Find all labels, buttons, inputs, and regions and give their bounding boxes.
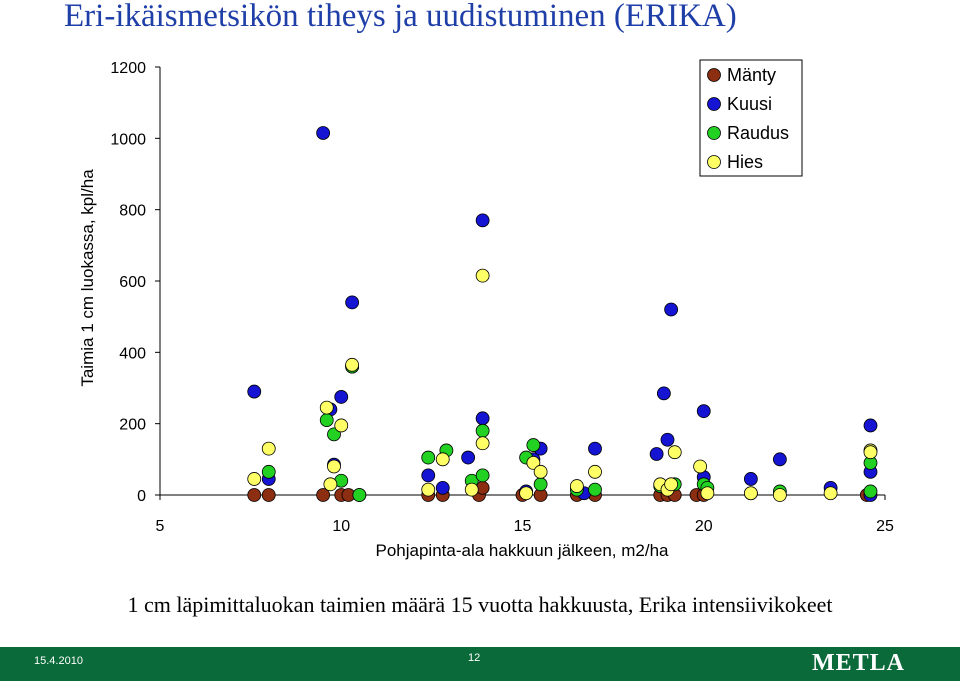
data-point <box>319 400 334 415</box>
data-point <box>334 390 349 404</box>
data-point <box>475 423 490 438</box>
data-point <box>664 477 679 492</box>
y-axis-label: Taimia 1 cm luokassa, kpl/ha <box>78 169 97 387</box>
data-point <box>421 482 436 497</box>
data-point <box>421 468 436 483</box>
data-point <box>863 484 878 499</box>
y-tick-label: 400 <box>119 345 146 362</box>
data-point <box>569 479 584 493</box>
data-point <box>526 455 541 470</box>
data-point <box>526 438 541 452</box>
data-point <box>743 472 758 486</box>
data-point <box>475 411 490 426</box>
x-tick-label: 20 <box>695 518 713 535</box>
data-point <box>316 126 331 140</box>
data-point <box>667 445 682 460</box>
data-point <box>475 213 490 228</box>
y-tick-label: 1200 <box>110 60 146 77</box>
x-axis-label: Pohjapinta-ala hakkuun jälkeen, m2/ha <box>376 541 670 560</box>
scatter-chart: 0 200 400 600 800 1000 1200 5 10 15 20 25 Taimia 1… <box>78 59 894 560</box>
data-point <box>700 486 715 501</box>
data-point <box>247 472 262 486</box>
data-point <box>588 441 602 456</box>
footer-bar: 15.4.2010 12 METLA <box>0 647 960 681</box>
legend-marker <box>707 126 721 140</box>
data-point <box>334 418 349 433</box>
data-point <box>435 480 450 495</box>
legend-label: Raudus <box>727 123 789 143</box>
y-tick-label: 0 <box>137 488 146 505</box>
legend-marker <box>707 97 721 111</box>
series-hies <box>247 268 878 502</box>
data-point <box>435 452 450 467</box>
page-title: Eri-ikäismetsikön tiheys ja uudistuminen… <box>64 0 737 34</box>
x-tick-label: 15 <box>514 518 532 535</box>
metla-logo: METLA <box>812 650 906 676</box>
y-tick-label: 600 <box>119 274 146 291</box>
data-point <box>316 488 331 502</box>
data-point <box>649 447 664 461</box>
data-point <box>475 468 490 483</box>
x-tick-label: 10 <box>332 518 350 535</box>
data-point <box>323 477 338 492</box>
y-ticks: 0 200 400 600 800 1000 1200 <box>110 60 160 505</box>
x-tick-label: 5 <box>156 518 165 535</box>
data-point <box>693 459 708 474</box>
series-kuusi <box>247 126 878 502</box>
data-point <box>421 450 436 465</box>
data-points <box>247 126 878 502</box>
data-point <box>352 488 367 502</box>
y-tick-label: 800 <box>119 203 146 220</box>
legend: Mänty Kuusi Raudus Hies <box>699 59 803 177</box>
data-point <box>261 441 276 456</box>
footer-date: 15.4.2010 <box>34 655 83 667</box>
data-point <box>261 464 276 479</box>
legend-marker <box>707 68 721 82</box>
data-point <box>823 486 838 501</box>
data-point <box>345 357 360 372</box>
data-point <box>475 268 490 283</box>
x-ticks: 5 10 15 20 25 <box>156 495 894 535</box>
data-point <box>475 436 490 451</box>
data-point <box>327 427 341 442</box>
data-point <box>247 384 262 399</box>
footer-page-number: 12 <box>468 652 481 664</box>
data-point <box>743 486 758 501</box>
legend-label: Hies <box>727 152 763 172</box>
data-point <box>461 450 476 465</box>
legend-label: Kuusi <box>727 94 772 114</box>
legend-label: Mänty <box>727 65 776 85</box>
data-point <box>863 418 878 433</box>
data-point <box>519 486 534 501</box>
data-point <box>588 482 602 497</box>
data-point <box>327 459 341 474</box>
data-point <box>588 464 602 479</box>
y-tick-label: 200 <box>119 417 146 434</box>
data-point <box>464 482 479 497</box>
data-point <box>533 477 548 492</box>
y-tick-label: 1000 <box>110 131 146 148</box>
data-point <box>533 464 548 479</box>
data-point <box>664 302 679 317</box>
data-point <box>345 295 360 310</box>
data-point <box>261 488 276 502</box>
figure-caption: 1 cm läpimittaluokan taimien määrä 15 vu… <box>127 592 833 617</box>
x-tick-label: 25 <box>876 518 894 535</box>
legend-marker <box>707 155 721 169</box>
data-point <box>863 445 878 460</box>
data-point <box>660 432 675 447</box>
data-point <box>319 413 334 428</box>
data-point <box>772 452 787 467</box>
data-point <box>247 488 262 502</box>
data-point <box>772 488 787 502</box>
data-point <box>656 386 671 401</box>
data-point <box>696 404 711 419</box>
series-raudus <box>261 359 878 502</box>
